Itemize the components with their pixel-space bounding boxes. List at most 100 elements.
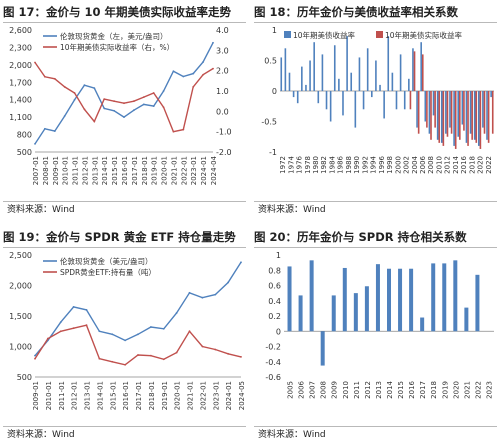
series-line-1 xyxy=(34,324,242,366)
x-tick-label: 1990 xyxy=(353,156,361,174)
bar xyxy=(467,91,469,146)
data-point xyxy=(83,108,86,111)
x-tick-label: 2023-01 xyxy=(212,381,220,410)
x-tick-label: 2009-01 xyxy=(32,381,40,410)
x-tick-label: 2022 xyxy=(474,381,482,399)
bar xyxy=(461,91,464,125)
data-point xyxy=(182,75,185,78)
data-point xyxy=(188,330,191,333)
bar xyxy=(387,36,390,91)
x-tick-label: 2018 xyxy=(468,156,476,174)
y-tick-label: -0.5 xyxy=(261,118,277,127)
bar xyxy=(342,267,347,332)
data-point xyxy=(103,98,106,101)
bar xyxy=(358,57,361,91)
x-tick-label: 2004 xyxy=(411,155,419,173)
data-point xyxy=(132,100,135,103)
data-point xyxy=(175,351,178,354)
panel-fig18: 图 18：历年金价与美债收益率相关系数 -1 -0.5 0 0.5 1 1972 1974 1… xyxy=(254,1,497,216)
bar xyxy=(416,91,418,128)
data-point xyxy=(53,77,56,80)
y-tick-label: 0.6 xyxy=(268,282,281,291)
source-note: 资料来源：Wind xyxy=(7,205,75,215)
bar xyxy=(305,84,307,91)
data-point xyxy=(83,84,86,87)
y-tick-label: 500 xyxy=(17,148,32,157)
x-tick-label: 1988 xyxy=(345,156,353,174)
bar xyxy=(424,91,427,122)
data-point xyxy=(103,107,106,110)
data-point xyxy=(73,98,76,101)
x-tick-label: 2021 xyxy=(463,381,471,399)
panel-fig19: 图 19：金价与 SPDR 黄金 ETF 持仓量走势 500 1,000 1,500… xyxy=(3,226,246,441)
x-tick-label: 2007-01 xyxy=(32,156,40,185)
bar xyxy=(426,91,428,128)
x-tick-label: 2018 xyxy=(430,381,438,399)
x-tick-label: 1972 xyxy=(279,156,287,174)
x-tick-label: 2015 xyxy=(397,381,405,399)
data-point xyxy=(240,261,242,264)
y-tick-label: 0.5 xyxy=(264,57,277,66)
y-tick-label: 2,000 xyxy=(9,61,32,70)
x-tick-label: 2000 xyxy=(394,156,402,174)
data-point xyxy=(162,327,165,330)
x-tick-label: 2023 xyxy=(485,381,493,399)
x-tick-label: 2018-01 xyxy=(141,156,149,185)
bar xyxy=(450,91,453,134)
y-right-tick-label: -2.0 xyxy=(216,148,232,157)
x-tick-label: 2013 xyxy=(375,381,383,399)
x-tick-label: 2014-01 xyxy=(96,381,104,410)
bar xyxy=(287,266,292,332)
bar xyxy=(445,91,447,134)
bar xyxy=(454,91,457,149)
y-right-tick-label: 3.0 xyxy=(216,46,229,55)
bar xyxy=(321,54,324,91)
data-point xyxy=(142,96,145,98)
data-point xyxy=(123,102,125,105)
bar xyxy=(408,78,410,91)
data-point xyxy=(152,92,155,94)
bar xyxy=(417,91,420,134)
y-tick-label: 0.2 xyxy=(268,312,281,321)
x-tick-label: 2011 xyxy=(353,381,361,399)
x-tick-label: 1998 xyxy=(386,156,394,174)
bar xyxy=(403,91,406,110)
bar xyxy=(383,91,385,119)
bar xyxy=(475,274,480,332)
x-tick-label: 1996 xyxy=(378,155,386,173)
chart-title: 图 19：金价与 SPDR 黄金 ETF 持仓量走势 xyxy=(3,230,236,244)
bar xyxy=(309,260,314,332)
legend-swatch xyxy=(284,31,291,38)
x-tick-label: 2014-01 xyxy=(101,156,109,185)
data-point xyxy=(43,127,46,130)
x-tick-label: 2010 xyxy=(342,381,350,399)
bar xyxy=(354,91,357,128)
bar xyxy=(436,91,439,140)
data-point xyxy=(192,72,195,75)
data-point xyxy=(34,357,36,360)
bar xyxy=(479,91,482,149)
y-tick-label: 2,000 xyxy=(9,282,32,291)
bar xyxy=(465,91,468,143)
data-point xyxy=(111,333,114,336)
bar xyxy=(420,317,425,332)
x-tick-label: 1984 xyxy=(328,155,336,173)
bar xyxy=(431,263,436,332)
x-tick-label: 2024-05 xyxy=(238,381,246,410)
x-tick-label: 2018-01 xyxy=(148,381,156,410)
data-point xyxy=(175,312,178,314)
y-tick-label: -1 xyxy=(269,148,277,157)
data-point xyxy=(72,327,75,330)
x-tick-label: 2007 xyxy=(309,381,317,399)
divider xyxy=(254,247,497,248)
data-point xyxy=(172,130,175,133)
bar xyxy=(280,57,283,91)
data-point xyxy=(113,100,116,103)
x-tick-label: 2012-01 xyxy=(81,156,89,185)
legend-label: SPDR黄金ETF:持有量（吨） xyxy=(60,267,156,277)
bar xyxy=(440,91,443,143)
panel-fig17: 图 17：金价与 10 年期美债实际收益率走势 500 800 1,100 1,400… xyxy=(3,1,246,216)
x-tick-label: 2022-01 xyxy=(180,156,188,185)
x-tick-label: 2015-01 xyxy=(109,381,117,410)
data-point xyxy=(202,73,205,76)
